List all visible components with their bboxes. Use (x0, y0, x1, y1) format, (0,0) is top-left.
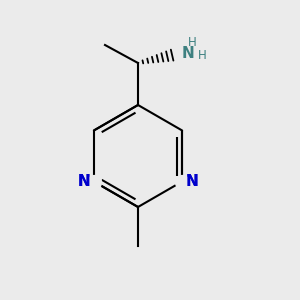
Text: N: N (186, 174, 199, 189)
Text: N: N (186, 174, 199, 189)
Text: N: N (181, 46, 194, 62)
Text: H: H (198, 49, 207, 62)
Text: H: H (188, 36, 196, 49)
Text: N: N (77, 174, 90, 189)
Text: N: N (77, 174, 90, 189)
